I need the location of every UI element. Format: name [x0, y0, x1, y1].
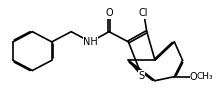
Text: O: O [105, 8, 113, 18]
Text: CH₃: CH₃ [197, 72, 213, 81]
Text: NH: NH [83, 37, 98, 47]
Text: O: O [190, 72, 198, 82]
Text: Cl: Cl [139, 8, 148, 18]
Text: S: S [139, 71, 145, 81]
